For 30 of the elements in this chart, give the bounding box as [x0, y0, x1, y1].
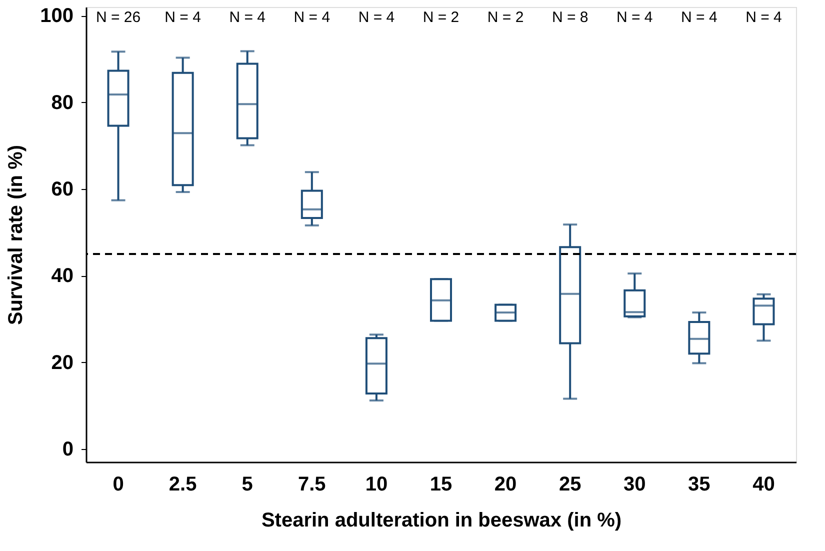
- y-tick-label: 100: [40, 5, 74, 28]
- y-tick-label: 60: [51, 178, 74, 200]
- x-tick-label: 2.5: [168, 474, 197, 496]
- annotation: N = 2: [487, 9, 524, 26]
- annotation: N = 4: [229, 9, 266, 26]
- x-tick-label: 10: [365, 474, 388, 496]
- annotation: N = 4: [294, 9, 330, 26]
- annotation: N = 4: [616, 9, 653, 26]
- x-tick-label: 40: [752, 474, 775, 496]
- x-axis-title: Stearin adulteration in beeswax (in %): [261, 510, 622, 532]
- annotation: N = 26: [96, 9, 141, 26]
- y-tick-label: 40: [51, 265, 74, 288]
- x-tick-label: 5: [242, 474, 253, 496]
- annotation: N = 4: [358, 9, 395, 26]
- annotation: N = 4: [164, 9, 201, 26]
- annotation: N = 4: [681, 9, 718, 26]
- x-tick-label: 25: [558, 474, 582, 496]
- y-tick-label: 80: [51, 92, 74, 114]
- x-tick-label: 0: [112, 474, 124, 496]
- annotation: N = 4: [746, 9, 782, 26]
- y-tick-label: 20: [51, 352, 74, 374]
- y-tick-label: 0: [62, 438, 74, 460]
- x-tick-label: 15: [430, 474, 452, 496]
- x-tick-label: 35: [688, 474, 710, 496]
- x-tick-label: 30: [624, 474, 646, 496]
- annotation: N = 8: [552, 9, 588, 26]
- x-tick-label: 7.5: [298, 474, 326, 496]
- x-tick-label: 20: [494, 474, 517, 496]
- y-axis-title: Survival rate (in %): [5, 144, 28, 326]
- annotation: N = 2: [422, 9, 460, 26]
